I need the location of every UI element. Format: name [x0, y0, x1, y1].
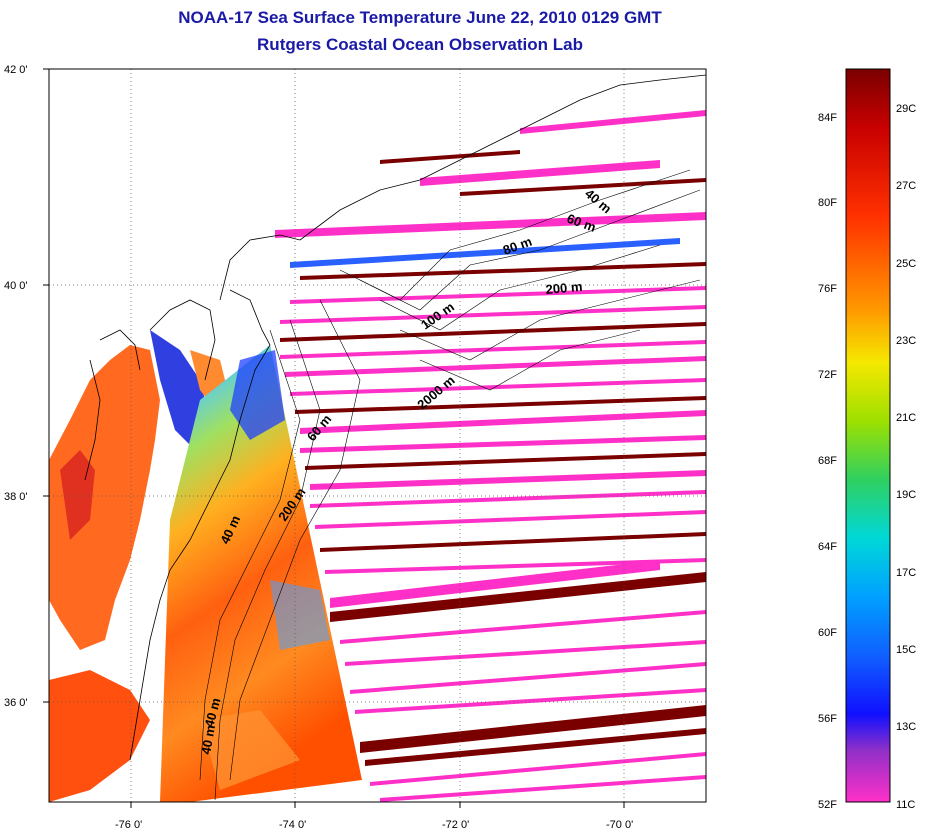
colorbar-c-label: 15C — [896, 644, 916, 656]
colorbar-f-label: 84F — [818, 112, 837, 124]
colorbar-f-label: 72F — [818, 369, 837, 381]
colorbar-c-label: 25C — [896, 258, 916, 270]
contour-label: 40 m — [198, 724, 218, 756]
lat-tick-label: 38 0' — [4, 491, 28, 503]
contour-label: 60 m — [565, 211, 598, 235]
contour-label: 40 m — [582, 186, 614, 217]
map-title: NOAA-17 Sea Surface Temperature June 22,… — [178, 8, 662, 27]
colorbar-f-label: 52F — [818, 799, 837, 811]
colorbar-f-label: 68F — [818, 455, 837, 467]
colorbar-f-label: 76F — [818, 283, 837, 295]
lon-tick-label: -72 0' — [442, 819, 469, 831]
map-grid — [49, 69, 706, 802]
lon-tick-label: -74 0' — [279, 819, 306, 831]
colorbar-f-label: 80F — [818, 197, 837, 209]
lat-tick-label: 36 0' — [4, 697, 28, 709]
colorbar-c-label: 13C — [896, 721, 916, 733]
colorbar — [845, 68, 891, 803]
lon-tick-label: -70 0' — [606, 819, 633, 831]
map-subtitle: Rutgers Coastal Ocean Observation Lab — [257, 35, 583, 54]
map-frame — [48, 68, 707, 803]
lat-tick-label: 40 0' — [4, 280, 28, 292]
colorbar-c-label: 21C — [896, 412, 916, 424]
colorbar-f-label: 60F — [818, 627, 837, 639]
sst-stripes — [275, 110, 706, 802]
contour-label: 40 m — [201, 696, 223, 729]
colorbar-c-label: 29C — [896, 103, 916, 115]
colorbar-f-label: 56F — [818, 713, 837, 725]
lon-tick-label: -76 0' — [115, 819, 142, 831]
colorbar-f-label: 64F — [818, 541, 837, 553]
bathymetry-contours — [199, 169, 701, 801]
contour-label: 80 m — [501, 234, 534, 258]
coastline — [84, 74, 706, 761]
colorbar-c-label: 27C — [896, 180, 916, 192]
sst-swath — [160, 345, 362, 802]
colorbar-c-label: 23C — [896, 335, 916, 347]
colorbar-c-label: 11C — [896, 799, 915, 811]
contour-label: 200 m — [545, 279, 583, 297]
colorbar-c-label: 19C — [896, 489, 916, 501]
colorbar-c-label: 17C — [896, 567, 916, 579]
lat-tick-label: 42 0' — [4, 64, 28, 76]
